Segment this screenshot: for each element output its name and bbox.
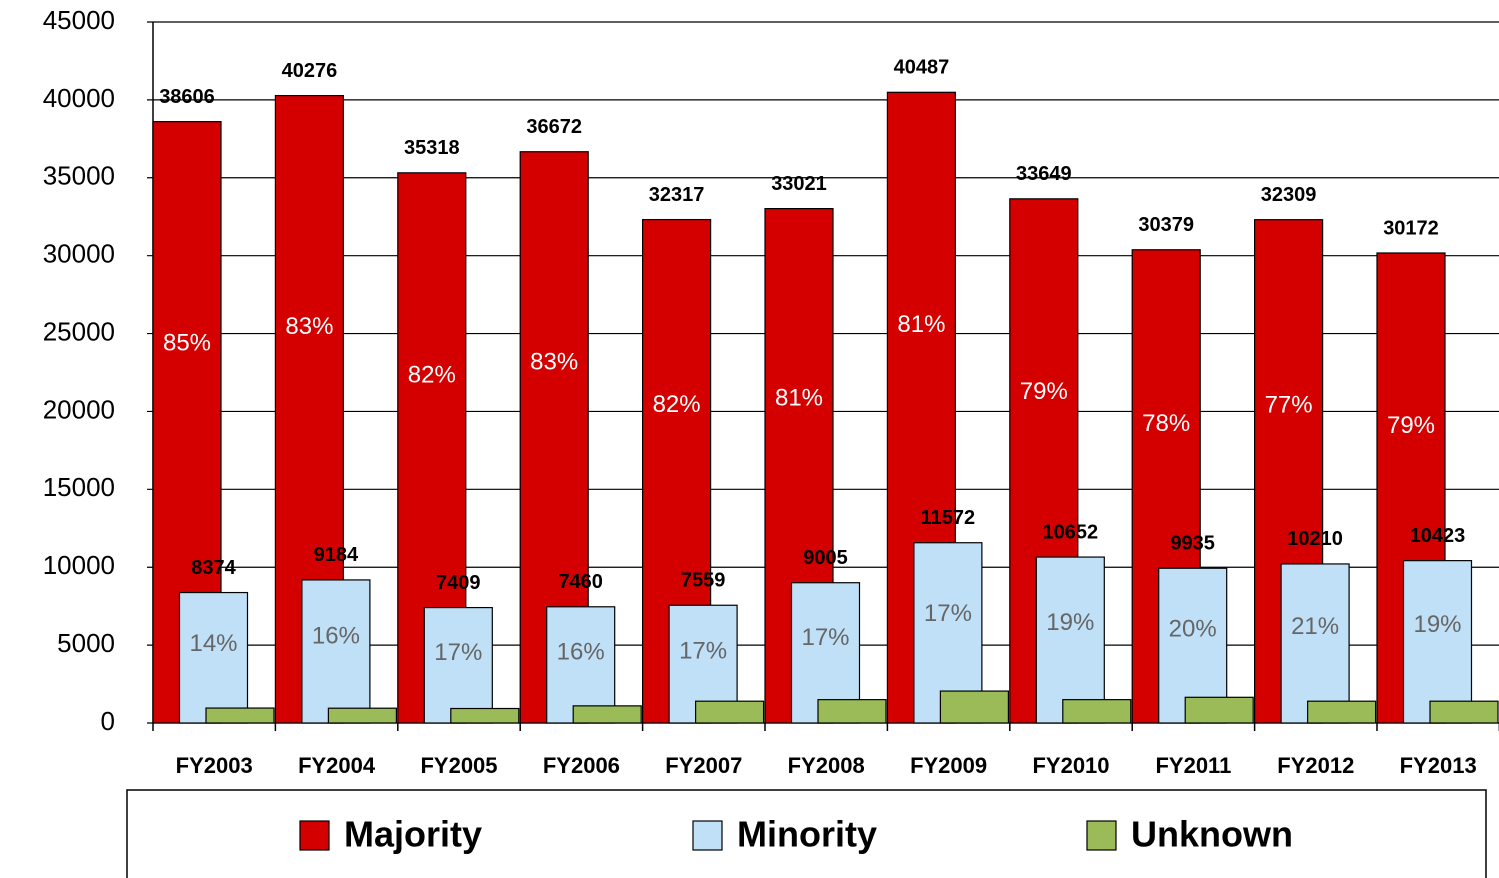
data-label: 35318 bbox=[404, 137, 460, 159]
share-label: 17% bbox=[434, 639, 482, 666]
x-tick-label: FY2003 bbox=[176, 753, 253, 778]
x-tick-label: FY2006 bbox=[543, 753, 620, 778]
share-label: 16% bbox=[557, 639, 605, 666]
bar bbox=[1402, 560, 1473, 724]
y-tick-label: 0 bbox=[101, 706, 115, 736]
legend-box bbox=[126, 789, 1487, 878]
y-tick-label: 30000 bbox=[43, 239, 115, 269]
bar bbox=[1035, 556, 1105, 724]
share-label: 81% bbox=[897, 311, 945, 338]
bar bbox=[205, 707, 275, 724]
x-tick-label: FY2009 bbox=[910, 753, 987, 778]
y-tick-label: 10000 bbox=[43, 550, 115, 580]
data-label: 9184 bbox=[314, 544, 359, 566]
data-label: 10652 bbox=[1042, 521, 1098, 543]
share-label: 81% bbox=[775, 384, 823, 411]
bar bbox=[546, 606, 616, 724]
share-label: 19% bbox=[1046, 609, 1094, 636]
y-tick-label: 45000 bbox=[43, 5, 115, 35]
data-label: 9005 bbox=[803, 547, 848, 569]
data-label: 30172 bbox=[1383, 217, 1439, 239]
share-label: 85% bbox=[163, 329, 211, 356]
data-label: 11572 bbox=[921, 507, 976, 529]
y-tick-label: 15000 bbox=[43, 472, 115, 502]
share-label: 83% bbox=[285, 313, 333, 340]
bar bbox=[1062, 699, 1132, 724]
legend-swatch bbox=[692, 820, 723, 851]
data-label: 32317 bbox=[649, 184, 705, 206]
data-label: 8374 bbox=[191, 557, 236, 579]
data-label: 7460 bbox=[558, 571, 603, 593]
legend-label: Minority bbox=[737, 814, 877, 855]
x-tick-label: FY2010 bbox=[1032, 753, 1109, 778]
share-label: 17% bbox=[924, 600, 972, 627]
bar bbox=[1184, 696, 1254, 724]
share-label: 79% bbox=[1387, 412, 1435, 439]
data-label: 30379 bbox=[1138, 214, 1194, 236]
bar bbox=[817, 699, 887, 724]
bar bbox=[301, 579, 371, 724]
data-label: 36672 bbox=[526, 116, 582, 138]
bar bbox=[939, 690, 1010, 724]
y-tick-label: 40000 bbox=[43, 83, 115, 113]
bar bbox=[1429, 700, 1499, 724]
data-label: 7559 bbox=[681, 570, 726, 592]
data-label: 9935 bbox=[1170, 533, 1215, 555]
data-label: 40487 bbox=[894, 57, 950, 79]
share-label: 83% bbox=[530, 348, 578, 375]
share-label: 20% bbox=[1169, 615, 1217, 642]
x-tick-label: FY2008 bbox=[788, 753, 865, 778]
share-label: 17% bbox=[801, 624, 849, 651]
y-tick-label: 35000 bbox=[43, 161, 115, 191]
x-tick-label: FY2005 bbox=[420, 753, 497, 778]
bar bbox=[694, 700, 765, 724]
bar bbox=[423, 606, 493, 724]
x-tick-label: FY2004 bbox=[298, 753, 376, 778]
bar bbox=[1280, 563, 1350, 724]
x-tick-label: FY2007 bbox=[665, 753, 742, 778]
share-label: 19% bbox=[1413, 611, 1461, 638]
y-tick-label: 5000 bbox=[57, 628, 115, 658]
data-label: 38606 bbox=[159, 86, 215, 108]
x-tick-label: FY2013 bbox=[1400, 753, 1477, 778]
share-label: 17% bbox=[679, 638, 727, 665]
bar bbox=[572, 705, 642, 724]
share-label: 21% bbox=[1291, 613, 1339, 640]
y-tick-label: 25000 bbox=[43, 316, 115, 346]
share-label: 16% bbox=[312, 623, 360, 650]
data-label: 10210 bbox=[1287, 528, 1343, 550]
bar bbox=[450, 707, 520, 724]
y-tick-label: 20000 bbox=[43, 394, 115, 424]
legend-swatch bbox=[1086, 820, 1117, 851]
bar bbox=[327, 707, 397, 724]
data-label: 33021 bbox=[771, 173, 827, 195]
data-label: 33649 bbox=[1016, 163, 1072, 185]
share-label: 78% bbox=[1142, 410, 1190, 437]
share-label: 14% bbox=[189, 630, 237, 657]
share-label: 77% bbox=[1265, 391, 1313, 418]
bar bbox=[1306, 700, 1377, 724]
data-label: 32309 bbox=[1261, 184, 1317, 206]
data-label: 7409 bbox=[436, 572, 481, 594]
x-tick-label: FY2011 bbox=[1155, 753, 1231, 778]
legend-label: Majority bbox=[344, 814, 482, 855]
legend-label: Unknown bbox=[1131, 814, 1293, 855]
legend-swatch bbox=[299, 820, 330, 851]
data-label: 40276 bbox=[282, 60, 338, 82]
bar bbox=[178, 591, 249, 724]
share-label: 79% bbox=[1020, 378, 1068, 405]
data-label: 10423 bbox=[1410, 525, 1466, 547]
share-label: 82% bbox=[653, 391, 701, 418]
share-label: 82% bbox=[408, 362, 456, 389]
x-tick-label: FY2012 bbox=[1277, 753, 1354, 778]
